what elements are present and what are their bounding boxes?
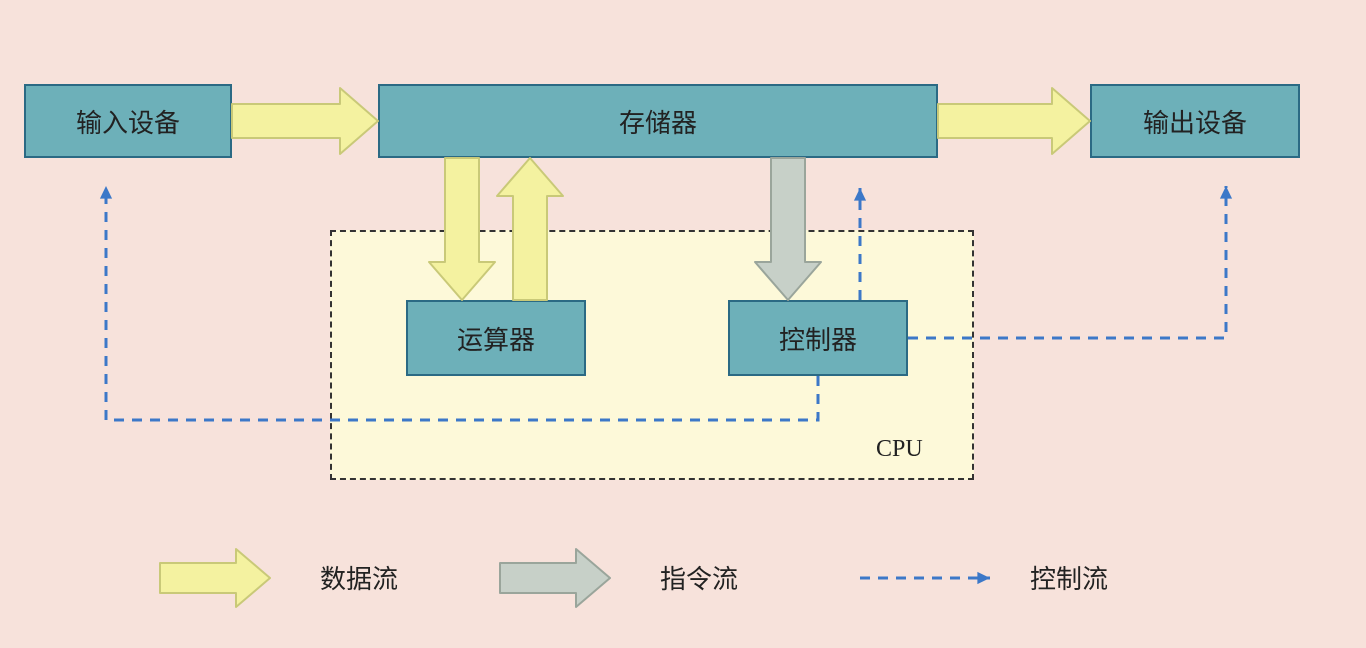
node-label: 控制器 [779,320,857,357]
node-label: 运算器 [457,320,535,357]
node-memory: 存储器 [378,84,938,158]
node-output-device: 输出设备 [1090,84,1300,158]
node-label: 输出设备 [1143,103,1247,140]
legend-label-control-flow: 控制流 [1030,559,1108,596]
node-label: 输入设备 [76,103,180,140]
legend-label-data-flow: 数据流 [320,559,398,596]
legend-label-instruction-flow: 指令流 [660,559,738,596]
cpu-label: CPU [876,436,923,463]
node-label: 存储器 [619,103,697,140]
node-alu: 运算器 [406,300,586,376]
node-input-device: 输入设备 [24,84,232,158]
node-controller: 控制器 [728,300,908,376]
